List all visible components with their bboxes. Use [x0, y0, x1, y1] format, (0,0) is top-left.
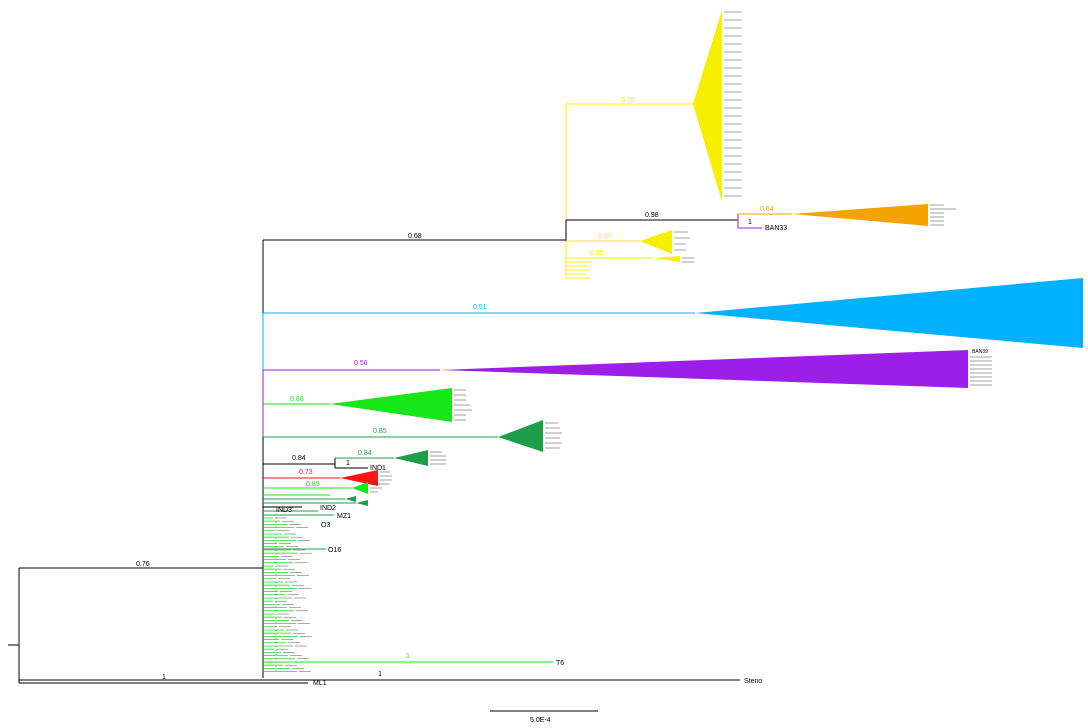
yellow-small-collapsed-clade: [640, 230, 672, 254]
support-blue: 0.51: [473, 304, 487, 311]
scale-bar-label: 5.0E-4: [530, 717, 551, 724]
darkgreen-big-tip-labels: [545, 422, 562, 449]
support-clade-main: 0.68: [408, 233, 422, 240]
label-ind1: IND1: [370, 465, 386, 472]
label-o3: O3: [321, 522, 330, 529]
label-steno: Steno: [744, 678, 762, 685]
darkgreen-small-branches: [263, 457, 394, 469]
basal-green-comb: [263, 517, 312, 672]
support-ban33-inner: 1: [748, 219, 752, 226]
support-yellow-top: 0.79: [621, 97, 635, 104]
support-darkgreen-small-outer: 0.84: [292, 455, 306, 462]
yellow-clade: [565, 103, 792, 279]
support-ind-inner: 1: [346, 460, 350, 467]
support-red: 0.73: [299, 469, 313, 476]
orange-collapsed-clade: [792, 204, 928, 226]
support-root: 0.76: [136, 561, 150, 568]
label-ml1: ML1: [313, 680, 327, 687]
support-yellow-low: 0.95: [590, 250, 604, 257]
darkgreen-small-collapsed-clade: [394, 450, 428, 466]
basal-small-branches: [263, 494, 356, 516]
support-darkgreen-small: 0.84: [358, 450, 372, 457]
support-orange-branch: 0.98: [645, 212, 659, 219]
green-small-tip-labels: [370, 483, 382, 493]
support-orange-inner: 0.64: [760, 206, 774, 213]
label-mz1: MZ1: [337, 513, 351, 520]
support-t6: 1: [406, 653, 410, 660]
darkgreen-small-tip-labels: [430, 451, 446, 465]
yellow-small-tip-labels: [674, 231, 694, 263]
root-branches: [8, 239, 740, 684]
support-lightgreen: 0.68: [290, 396, 304, 403]
red-tip-labels: [380, 471, 392, 485]
support-steno: 1: [378, 671, 382, 678]
label-ban39: BAN39: [972, 349, 988, 355]
darkgreen-tiny-clade-2: [356, 500, 368, 506]
darkgreen-big-collapsed-clade: [498, 420, 543, 452]
yellow-clade-tip-labels: [724, 11, 742, 197]
orange-clade-tip-labels: [930, 204, 956, 226]
red-collapsed-clade: [340, 470, 378, 486]
label-ind3: IND3: [276, 507, 292, 514]
purple-collapsed-clade: [440, 350, 968, 388]
blue-collapsed-clade: [695, 278, 1083, 348]
lightgreen-tip-labels: [454, 389, 472, 421]
green-small-collapsed-clade: [352, 482, 368, 494]
label-t6: T6: [556, 660, 564, 667]
label-o16: O16: [328, 547, 341, 554]
support-darkgreen-big: 0.85: [373, 428, 387, 435]
yellow-tiny-collapsed-clade: [654, 256, 680, 262]
purple-clade-tip-labels: [970, 356, 992, 386]
darkgreen-tiny-clade-1: [345, 496, 356, 502]
support-green-small: 0.89: [306, 481, 320, 488]
support-yellow-mid: 0.83: [598, 233, 612, 240]
support-root-bottom: 1: [162, 674, 166, 681]
yellow-collapsed-clade: [693, 10, 722, 202]
lightgreen-collapsed-clade: [330, 388, 452, 422]
label-ban33: BAN33: [765, 225, 787, 232]
support-purple: 0.56: [354, 360, 368, 367]
label-ind2: IND2: [320, 505, 336, 512]
